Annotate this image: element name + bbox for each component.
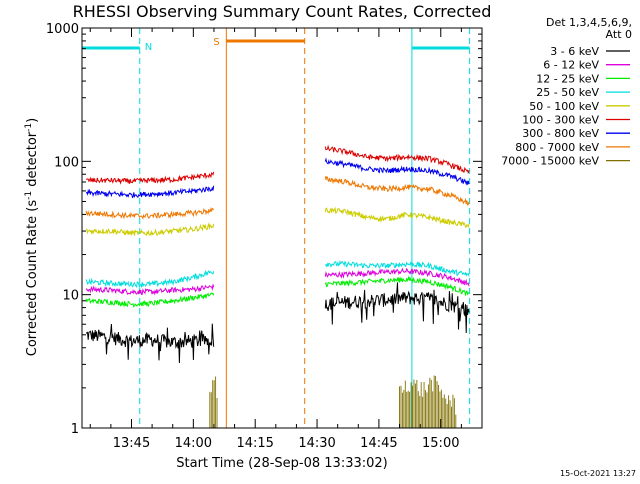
legend-header-line-1: Det 1,3,4,5,6,9, [546,16,632,29]
legend-label-6: 300 - 800 keV [522,127,599,140]
series-4 [85,206,470,237]
data-layer [85,144,470,428]
series-0-line-b [324,282,470,334]
series-2 [85,275,470,308]
y-tick-label-10: 10 [62,289,79,304]
legend-label-8: 7000 - 15000 keV [501,155,599,168]
axes-layer: 1 10 100 1000 13:45 14:00 14:15 14:30 14:45 15:00 [46,22,483,451]
x-tick-label-1500: 15:00 [422,436,459,451]
x-tick-label-1400: 14:00 [175,436,212,451]
y-tick-label-100: 100 [54,155,79,170]
series-7-line-b [324,176,470,206]
legend-header-line-2: Att 0 [606,28,632,41]
series-1-line-b [324,267,470,287]
night-label: N [145,42,152,53]
series-7-line-a [85,206,215,220]
legend-label-0: 3 - 6 keV [550,45,599,58]
series-5-line-a [85,171,215,185]
series-6 [85,157,470,199]
chart-title: RHESSI Observing Summary Count Rates, Co… [73,2,492,21]
series-1 [85,267,470,296]
series-5 [85,144,470,185]
series-3 [85,260,470,289]
x-axis-label: Start Time (28-Sep-08 13:33:02) [176,456,387,471]
series-2-line-b [324,275,470,296]
series-2-line-a [85,292,215,308]
series-4-line-b [324,206,470,229]
legend-label-4: 50 - 100 keV [529,100,599,113]
series-0-line-a [85,323,215,364]
series-3-line-b [324,260,470,277]
series-0 [85,282,470,364]
y-tick-label-1: 1 [71,422,79,437]
series-7 [85,176,470,220]
series-4-line-a [85,222,215,237]
series-8 [209,375,457,428]
legend-label-7: 800 - 7000 keV [515,141,599,154]
x-tick-label-1415: 14:15 [236,436,273,451]
saa-label: S [213,37,219,48]
plot-frame [81,27,483,429]
footer-timestamp: 15-Oct-2021 13:27 [560,469,636,478]
legend-label-2: 12 - 25 keV [536,72,599,85]
x-tick-label-1345: 13:45 [113,436,150,451]
series-5-line-b [324,144,470,174]
series-3-line-a [85,269,215,289]
x-tick-label-1445: 14:45 [360,436,397,451]
series-6-line-b [324,157,470,186]
y-axis-label: Corrected Count Rate (s-1 detector-1) [24,118,40,356]
series-6-line-a [85,185,215,199]
series-1-line-a [85,284,215,296]
y-tick-label-1000: 1000 [46,22,79,37]
legend-label-3: 25 - 50 keV [536,86,599,99]
x-tick-label-1430: 14:30 [298,436,335,451]
legend-label-5: 100 - 300 keV [522,114,599,127]
legend-label-1: 6 - 12 keV [543,59,599,72]
